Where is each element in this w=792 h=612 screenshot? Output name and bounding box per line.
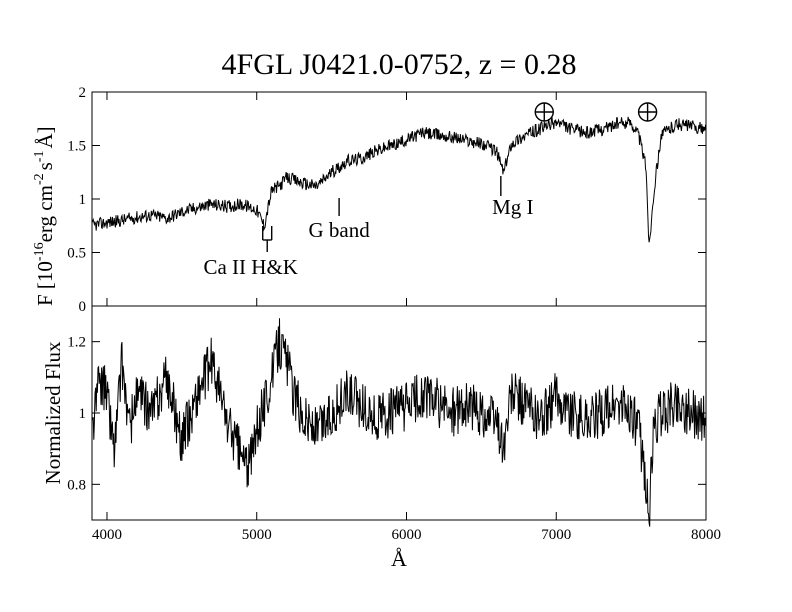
top-y-axis-label: F [10-16erg cm-2s-1Å] xyxy=(32,126,57,306)
bottom-y-axis-label: Normalized Flux xyxy=(41,341,65,484)
spectral-feature-annotations: Ca II H&K G band Mg I xyxy=(203,102,658,279)
annotation-label: Mg I xyxy=(492,195,533,219)
bottom-y-tick-label: 1 xyxy=(79,406,87,422)
top-y-tick-label: 1.5 xyxy=(67,139,86,155)
top-y-tick-label: 2 xyxy=(79,85,87,101)
bottom-normalized-line xyxy=(91,318,707,527)
bottom-x-axis: 4000 5000 6000 7000 8000 xyxy=(92,512,721,543)
annotation-label: G band xyxy=(308,218,370,242)
top-x-ticks xyxy=(106,92,707,306)
top-y-axis: 0 0.5 1 1.5 2 xyxy=(67,85,706,315)
top-panel-frame xyxy=(91,91,707,307)
bottom-y-tick-label: 1.2 xyxy=(67,335,86,351)
bottom-x-tick-label: 4000 xyxy=(92,527,122,543)
annotation-label: Ca II H&K xyxy=(203,255,297,279)
bottom-y-axis: 0.8 1 1.2 xyxy=(67,335,706,493)
x-axis-label: Å xyxy=(391,546,407,571)
chart-title: 4FGL J0421.0-0752, z = 0.28 xyxy=(222,48,577,81)
bottom-x-tick-label: 7000 xyxy=(541,527,571,543)
top-y-tick-label: 0.5 xyxy=(67,246,86,262)
bottom-x-tick-label: 8000 xyxy=(691,527,721,543)
top-y-tick-label: 0 xyxy=(79,299,87,315)
top-y-tick-label: 1 xyxy=(79,192,87,208)
bottom-x-tick-label: 5000 xyxy=(242,527,272,543)
bottom-y-tick-label: 0.8 xyxy=(67,477,86,493)
top-spectrum-line xyxy=(91,116,707,243)
bottom-x-tick-label: 6000 xyxy=(391,527,421,543)
